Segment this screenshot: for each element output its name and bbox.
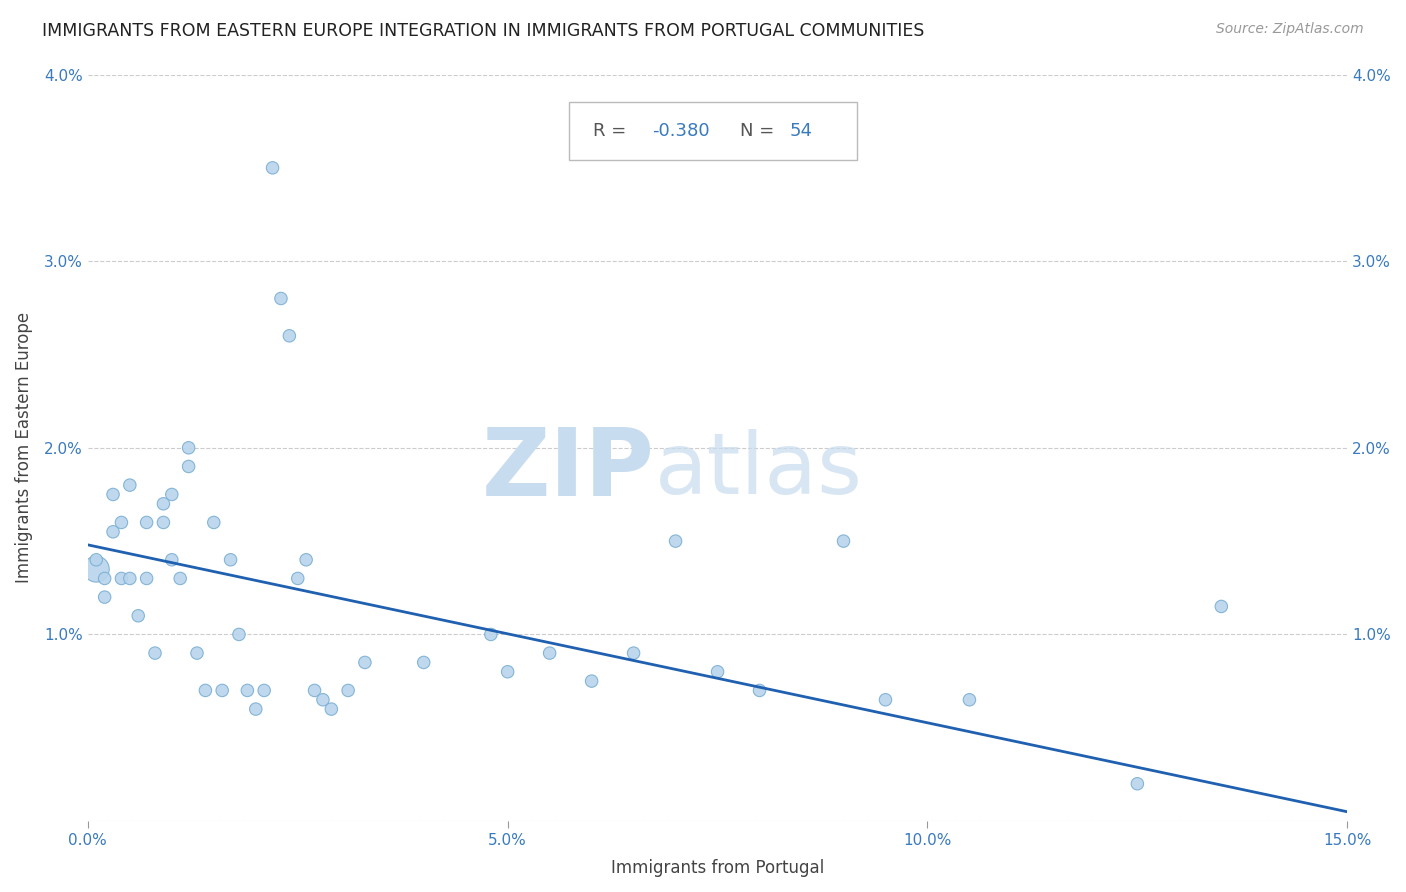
Point — [354, 656, 377, 670]
Point — [236, 683, 259, 698]
Point — [186, 646, 208, 660]
Text: atlas: atlas — [655, 429, 863, 512]
Point — [337, 683, 360, 698]
Point — [1126, 777, 1149, 791]
Point — [496, 665, 519, 679]
Text: ZIP: ZIP — [482, 425, 655, 516]
Point — [202, 516, 225, 530]
Text: IMMIGRANTS FROM EASTERN EUROPE INTEGRATION IN IMMIGRANTS FROM PORTUGAL COMMUNITI: IMMIGRANTS FROM EASTERN EUROPE INTEGRATI… — [42, 22, 925, 40]
Point — [160, 553, 183, 567]
Point — [177, 441, 200, 455]
Point — [93, 571, 115, 585]
Point — [262, 161, 284, 175]
Point — [101, 524, 124, 539]
Point — [152, 516, 174, 530]
Point — [270, 292, 292, 306]
Point — [110, 571, 132, 585]
Y-axis label: Immigrants from Eastern Europe: Immigrants from Eastern Europe — [15, 312, 32, 583]
Point — [84, 562, 107, 576]
Point — [127, 608, 149, 623]
X-axis label: Immigrants from Portugal: Immigrants from Portugal — [612, 859, 824, 877]
Point — [135, 571, 157, 585]
Point — [152, 497, 174, 511]
Point — [135, 516, 157, 530]
Point — [118, 478, 141, 492]
Point — [581, 674, 603, 689]
Point — [312, 692, 335, 706]
Point — [304, 683, 326, 698]
Point — [245, 702, 267, 716]
Point — [93, 590, 115, 604]
Point — [959, 692, 981, 706]
Point — [160, 487, 183, 501]
Point — [194, 683, 217, 698]
Point — [211, 683, 233, 698]
Point — [118, 571, 141, 585]
Point — [623, 646, 645, 660]
Point — [321, 702, 343, 716]
Text: -0.380: -0.380 — [652, 122, 709, 140]
Point — [228, 627, 250, 641]
Point — [748, 683, 770, 698]
Point — [1211, 599, 1233, 614]
Point — [875, 692, 897, 706]
Text: 54: 54 — [790, 122, 813, 140]
Point — [706, 665, 728, 679]
Point — [278, 328, 301, 343]
Point — [538, 646, 561, 660]
Point — [479, 627, 502, 641]
Point — [412, 656, 434, 670]
Point — [219, 553, 242, 567]
Point — [143, 646, 166, 660]
Point — [169, 571, 191, 585]
Point — [84, 553, 107, 567]
Text: Source: ZipAtlas.com: Source: ZipAtlas.com — [1216, 22, 1364, 37]
Point — [287, 571, 309, 585]
Point — [110, 516, 132, 530]
Point — [101, 487, 124, 501]
Text: R =: R = — [593, 122, 631, 140]
Point — [832, 534, 855, 549]
Point — [177, 459, 200, 474]
Point — [664, 534, 686, 549]
Point — [253, 683, 276, 698]
Point — [295, 553, 318, 567]
Text: N =: N = — [741, 122, 780, 140]
